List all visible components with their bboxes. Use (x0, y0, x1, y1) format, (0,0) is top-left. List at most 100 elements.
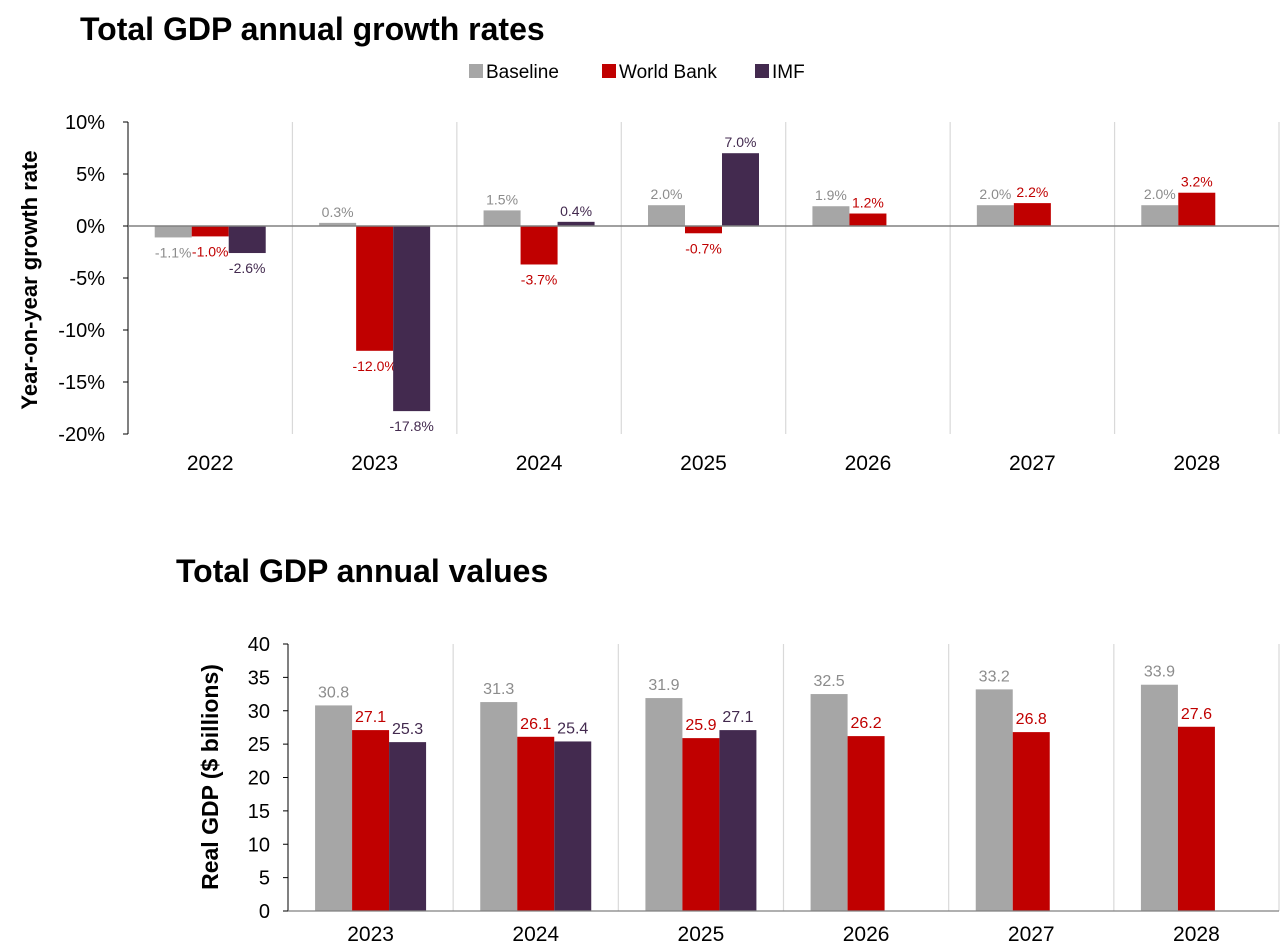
chart2-x-tick-label-2028: 2028 (1173, 923, 1220, 946)
chart2-data-label-imf-2023: 25.3 (392, 721, 423, 738)
legend-swatch-imf (755, 64, 769, 78)
chart2-y-tick-label: 5 (259, 868, 270, 890)
chart2-y-tick-label: 30 (248, 701, 270, 723)
chart2-data-label-world-bank-2023: 27.1 (355, 709, 386, 726)
chart1-x-tick-label-2023: 2023 (351, 452, 398, 475)
chart2-x-tick-label-2025: 2025 (678, 923, 725, 946)
chart1-data-label-baseline-2027: 2.0% (979, 186, 1011, 202)
chart1-y-tick-label: 10% (65, 112, 105, 134)
chart1-x-tick-label-2026: 2026 (845, 452, 892, 475)
chart2-y-tick-label: 35 (248, 667, 270, 689)
chart1-x-tick-label-2027: 2027 (1009, 452, 1056, 475)
chart1-data-label-baseline-2024: 1.5% (486, 191, 518, 207)
chart2-x-tick-label-2023: 2023 (347, 923, 394, 946)
chart2-bar-world-bank-2028 (1177, 726, 1215, 911)
chart1-y-axis-label: Year-on-year growth rate (17, 150, 42, 409)
chart1-bar-baseline-2027 (976, 205, 1014, 226)
chart1-plot: 10% 5% 0% -5% -10% -15% -20% -1.1% 0.3% 1.5% 2.0% 1… (58, 112, 1280, 475)
chart2-x-tick-label-2027: 2027 (1008, 923, 1055, 946)
chart1-bar-baseline-2024 (483, 210, 521, 226)
chart2-data-label-baseline-2026: 32.5 (814, 673, 845, 690)
chart2-data-label-world-bank-2026: 26.2 (851, 715, 882, 732)
chart1-y-tick-label: -15% (58, 372, 105, 394)
chart2-y-axis-label: Real GDP ($ billions) (197, 664, 223, 890)
legend-swatch-world-bank (602, 64, 616, 78)
chart2-y-tick-label: 0 (259, 901, 270, 923)
chart1-data-label-baseline-2022: -1.1% (155, 244, 192, 260)
chart2-bar-baseline-2027 (975, 689, 1013, 911)
chart1-bar-world-bank-2023 (356, 226, 394, 351)
chart2-y-tick-label: 40 (248, 634, 270, 656)
chart2-bar-world-bank-2023 (352, 730, 390, 911)
chart1-y-tick-label: -5% (69, 268, 105, 290)
chart1-data-label-world-bank-2022: -1.0% (192, 243, 229, 259)
chart1-bar-baseline-2023 (319, 222, 357, 226)
chart1-data-label-baseline-2026: 1.9% (815, 187, 847, 203)
chart1-y-tick-label: 0% (76, 216, 105, 238)
chart2-x-tick-label-2026: 2026 (843, 923, 890, 946)
chart2-bar-baseline-2024 (480, 702, 518, 911)
chart2-bar-baseline-2023 (315, 705, 353, 911)
chart1-data-label-imf-2025: 7.0% (725, 134, 757, 150)
chart1-x-tick-label-2022: 2022 (187, 452, 234, 475)
legend-label-imf: IMF (772, 62, 805, 83)
legend-label-baseline: Baseline (486, 62, 559, 83)
chart1-bar-baseline-2025 (648, 205, 685, 226)
chart1-data-label-imf-2024: 0.4% (560, 203, 592, 219)
chart2-bar-baseline-2025 (645, 698, 683, 911)
chart1-x-tick-label-2028: 2028 (1173, 452, 1220, 475)
chart2-bar-baseline-2026 (810, 694, 848, 911)
chart1-bar-world-bank-2028 (1178, 192, 1216, 226)
chart2-y-tick-label: 15 (248, 801, 270, 823)
chart2-data-label-baseline-2023: 30.8 (318, 684, 349, 701)
chart1-data-label-baseline-2023: 0.3% (322, 204, 354, 220)
chart2-x-tick-label-2024: 2024 (512, 923, 559, 946)
chart1-data-label-world-bank-2027: 2.2% (1016, 184, 1048, 200)
chart1-bar-world-bank-2022 (191, 226, 229, 237)
chart1-data-label-world-bank-2023: -12.0% (352, 358, 396, 374)
chart2-data-label-imf-2025: 27.1 (722, 709, 753, 726)
chart2-data-label-world-bank-2024: 26.1 (520, 716, 551, 733)
chart2-bar-world-bank-2025 (682, 738, 720, 911)
chart1-bar-world-bank-2024 (520, 226, 558, 265)
chart2-bar-imf-2025 (719, 730, 757, 911)
chart2-data-label-baseline-2027: 33.2 (979, 668, 1010, 685)
legend: Baseline World Bank IMF (469, 62, 805, 83)
chart2-bar-world-bank-2027 (1012, 732, 1050, 911)
chart2-bar-world-bank-2026 (847, 736, 885, 911)
chart2-data-label-world-bank-2025: 25.9 (685, 717, 716, 734)
chart2-y-tick-label: 10 (248, 834, 270, 856)
chart2-bar-imf-2023 (389, 742, 427, 911)
chart1-x-tick-label-2025: 2025 (680, 452, 727, 475)
chart1-data-label-imf-2022: -2.6% (229, 260, 266, 276)
chart2-bar-baseline-2028 (1140, 684, 1178, 911)
chart2-bar-world-bank-2024 (517, 736, 555, 911)
chart1-bar-baseline-2028 (1141, 205, 1179, 226)
chart2-data-label-baseline-2025: 31.9 (648, 677, 679, 694)
chart2-bar-imf-2024 (554, 741, 592, 911)
legend-swatch-baseline (469, 64, 483, 78)
chart1-bar-world-bank-2026 (849, 213, 887, 226)
chart1-y-tick-label: 5% (76, 164, 105, 186)
chart2-data-label-imf-2024: 25.4 (557, 720, 588, 737)
chart1-data-label-world-bank-2028: 3.2% (1181, 174, 1213, 190)
chart1-bar-imf-2023 (393, 226, 431, 412)
chart1-data-label-world-bank-2026: 1.2% (852, 195, 884, 211)
chart1-y-tick-label: -20% (58, 424, 105, 446)
chart1-x-tick-label-2024: 2024 (516, 452, 563, 475)
chart1-bar-baseline-2022 (154, 226, 192, 238)
chart1-data-label-baseline-2025: 2.0% (651, 186, 683, 202)
chart1-y-tick-label: -10% (58, 320, 105, 342)
chart1-data-label-world-bank-2024: -3.7% (521, 271, 558, 287)
chart1-bar-imf-2025 (722, 153, 759, 226)
chart1-data-label-imf-2023: -17.8% (389, 418, 433, 434)
chart1-bar-world-bank-2025 (685, 226, 722, 234)
chart1-bar-world-bank-2027 (1013, 203, 1051, 226)
chart1-bar-imf-2024 (557, 221, 595, 226)
chart1-bar-baseline-2026 (812, 206, 850, 226)
chart1-data-label-world-bank-2025: -0.7% (685, 240, 722, 256)
legend-label-world-bank: World Bank (619, 62, 717, 83)
chart2-data-label-baseline-2028: 33.9 (1144, 664, 1175, 681)
chart2-plot: 40 35 30 25 20 15 10 5 0 30.8 31.3 31.9 32.5 33.2 33.9… (248, 634, 1280, 946)
